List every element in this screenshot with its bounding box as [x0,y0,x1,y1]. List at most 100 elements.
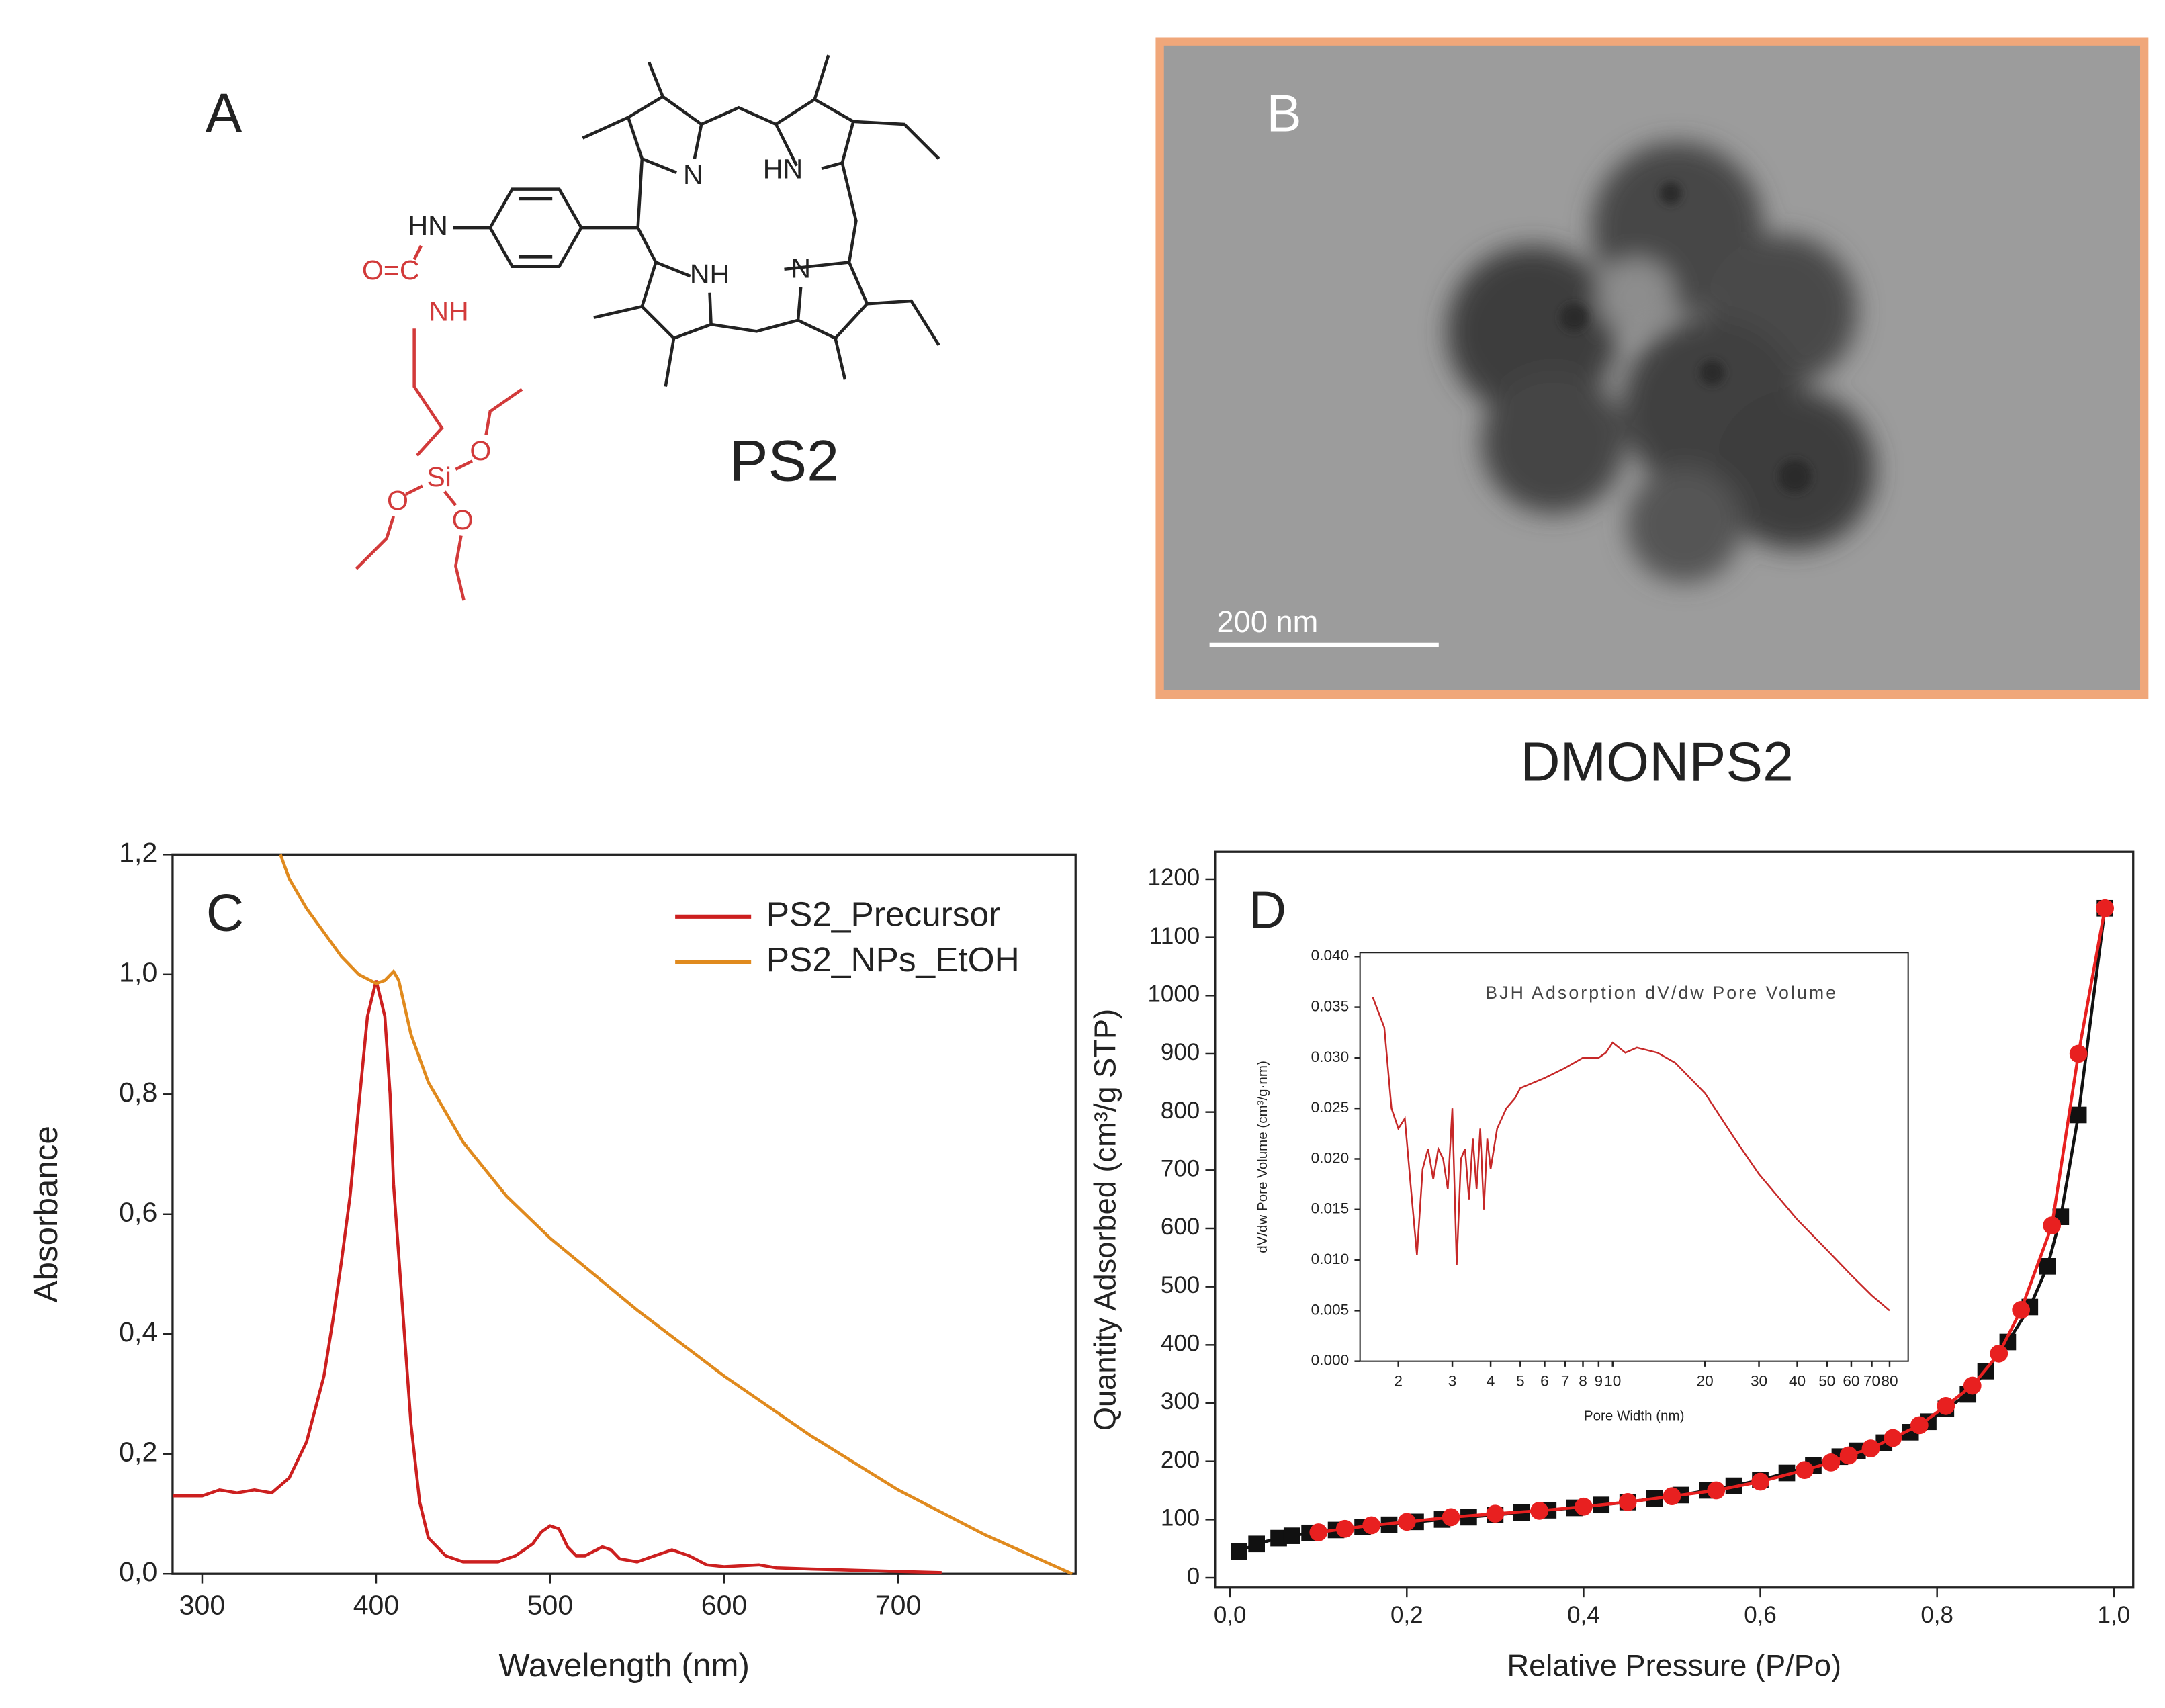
x-axis-label: Pore Width (nm) [1584,1408,1685,1423]
y-tick-label: 1,2 [119,837,157,868]
marker [2070,1106,2087,1124]
panel-label: B [1267,83,1302,142]
y-tick-label: 200 [1161,1447,1200,1473]
atom-label: O [470,435,491,466]
plot-frame [1214,850,2135,1589]
y-tick-label: 0,0 [119,1556,157,1587]
marker [1707,1481,1726,1500]
bond [834,338,847,380]
y-tick-label: 400 [1161,1331,1200,1357]
bond [484,388,523,435]
atom-label: O [452,504,474,535]
marker [2096,899,2114,917]
bond [405,484,423,496]
bond [454,535,466,601]
y-tick-label: 0.010 [1311,1251,1350,1267]
y-tick-label: 0.035 [1311,998,1350,1015]
structure: A HN O=C NH O S [206,54,940,601]
caption: DMONPS2 [1520,731,1794,793]
x-tick-label: 60 [1843,1372,1859,1389]
bond [412,328,444,457]
x-tick-label: 6 [1540,1372,1549,1389]
bond [813,54,830,100]
y-tick-label: 0.030 [1311,1048,1350,1065]
y-tick-label: 700 [1161,1156,1200,1182]
marker [1248,1535,1265,1553]
legend-label: PS2_NPs_EtOH [766,940,1020,979]
bond [867,299,940,347]
chart-title: BJH Adsorption dV/dw Pore Volume [1485,983,1838,1003]
y-tick-label: 500 [1161,1272,1200,1298]
marker [1362,1516,1381,1535]
pyrrole [640,260,713,341]
x-axis-label: Wavelength (nm) [498,1647,750,1684]
pyrrole [626,95,703,175]
marker [1530,1501,1549,1520]
marker [2043,1216,2062,1235]
marker [1335,1519,1354,1538]
x-tick-label: 70 [1863,1372,1880,1389]
marker [2012,1300,2031,1319]
bond [840,163,858,263]
x-tick-label: 2 [1394,1372,1403,1389]
bond [582,116,629,140]
bond [355,516,395,570]
bond [664,338,676,387]
panel-label: D [1249,880,1286,939]
y-axis-label: dV/dw Pore Volume (cm³/g·nm) [1255,1061,1270,1253]
bond [647,61,664,97]
x-tick-label: 10 [1604,1372,1621,1389]
tem-image: B 200 nm DMONPS2 [1155,37,2149,793]
marker [1231,1543,1247,1560]
x-tick-label: 400 [353,1589,400,1620]
panel-label: C [206,883,244,942]
marker [1486,1504,1505,1523]
y-tick-label: 0.020 [1311,1149,1350,1166]
atom-label: HN [763,154,803,185]
marker [2069,1044,2088,1063]
x-tick-label: 500 [527,1589,574,1620]
x-tick-label: 600 [701,1589,748,1620]
y-tick-label: 300 [1161,1388,1200,1414]
bond [455,459,473,471]
y-tick-label: 0,8 [119,1077,157,1108]
marker [1937,1396,1955,1415]
atom-label: HN [408,210,448,241]
y-tick-label: 0,2 [119,1437,157,1468]
texture [1560,182,1812,493]
x-tick-label: 40 [1789,1372,1806,1389]
y-tick-label: 0,4 [119,1316,157,1347]
y-tick-label: 0 [1187,1563,1200,1589]
bond [853,120,940,160]
y-tick-label: 0.025 [1311,1099,1350,1116]
series-line [172,980,942,1574]
marker [1397,1513,1416,1531]
marker [1309,1523,1328,1541]
y-tick-label: 0.000 [1311,1352,1350,1369]
panel-label: A [206,83,242,144]
x-tick-label: 700 [875,1589,922,1620]
x-tick-label: 50 [1818,1372,1835,1389]
marker [2039,1257,2056,1275]
atom-label: Si [427,461,451,492]
y-tick-label: 1200 [1147,864,1200,891]
marker [1795,1461,1814,1480]
marker [1442,1508,1460,1527]
x-tick-label: 20 [1697,1372,1714,1389]
legend-label: PS2_Precursor [766,894,1000,933]
y-tick-label: 0,6 [119,1197,157,1228]
scale-bar-label: 200 nm [1217,604,1319,639]
bond [443,490,457,506]
x-tick-label: 1,0 [2097,1602,2130,1628]
y-tick-label: 900 [1161,1039,1200,1065]
atom-label: NH [690,259,730,289]
x-tick-label: 300 [179,1589,226,1620]
marker [1963,1376,1982,1395]
y-tick-label: 1000 [1147,981,1200,1007]
x-axis-label: Relative Pressure (P/Po) [1507,1648,1841,1682]
y-tick-label: 1,0 [119,957,157,988]
marker [1884,1429,1902,1447]
x-tick-label: 8 [1579,1372,1587,1389]
y-axis-label: Absorbance [28,1126,64,1302]
